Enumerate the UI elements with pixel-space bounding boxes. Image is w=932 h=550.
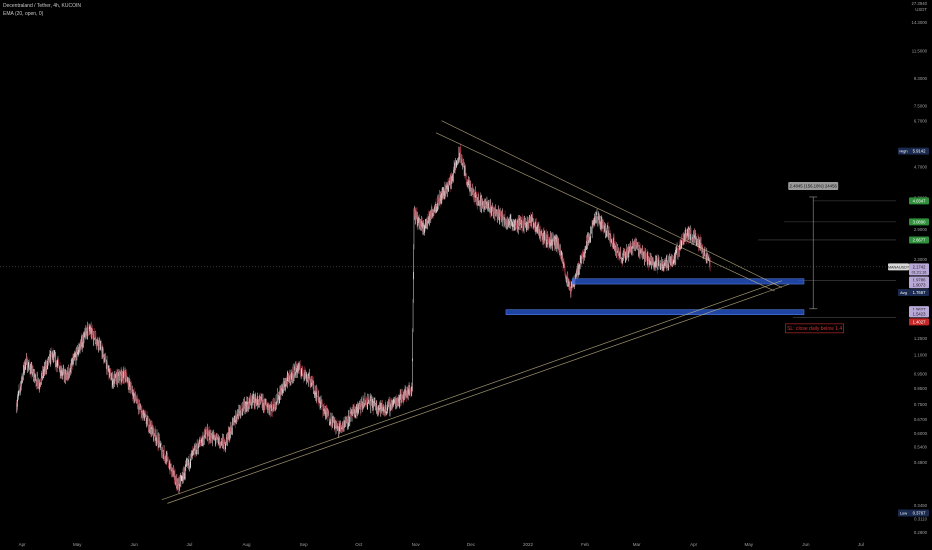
x-tick-label: Jun bbox=[802, 542, 810, 547]
y-tick-label: 0.5400 bbox=[914, 445, 928, 450]
x-tick-label: Apr bbox=[19, 542, 27, 547]
x-tick-label: Jul bbox=[187, 542, 193, 547]
price-badge bbox=[909, 318, 929, 326]
price-badge-label: 4.0347 bbox=[913, 198, 926, 203]
price-badge bbox=[909, 147, 929, 155]
y-tick-label: 0.8500 bbox=[914, 386, 928, 391]
x-tick-label: May bbox=[745, 542, 754, 547]
price-badge bbox=[909, 197, 929, 205]
x-tick-label: Sep bbox=[300, 542, 309, 547]
y-tick-label: 1.1000 bbox=[914, 353, 928, 358]
y-tick-label: 14.3000 bbox=[911, 20, 927, 25]
price-badge-label: 3.0890 bbox=[913, 219, 926, 224]
x-tick-label: Oct bbox=[355, 542, 363, 547]
x-tick-label: Nov bbox=[412, 542, 421, 547]
upper-descending-1 bbox=[441, 120, 783, 288]
y-tick-label: 0.4800 bbox=[914, 460, 928, 465]
price-badge-label: 1.5423 bbox=[913, 311, 926, 316]
price-badge-label: 1.9786 bbox=[913, 278, 926, 283]
symbol-tag-box bbox=[888, 263, 909, 271]
x-tick-label: May bbox=[73, 542, 82, 547]
y-tick-label: 2.3000 bbox=[914, 257, 928, 262]
y-tick-label: 0.3110 bbox=[914, 516, 927, 521]
y-tick-label: 0.7500 bbox=[914, 402, 928, 407]
lower-ascending-1 bbox=[161, 280, 783, 501]
x-tick-label: Mar bbox=[633, 542, 641, 547]
price-tag-box bbox=[898, 509, 909, 517]
chart-legend: Decentraland / Tether, 4h, KUCOIN EMA (2… bbox=[3, 2, 81, 18]
drawings-layer[interactable]: 2.4845 (156.18%) 24456 SL: close daily be… bbox=[161, 120, 844, 504]
x-tick-label: Aug bbox=[243, 542, 252, 547]
price-badge bbox=[909, 310, 929, 318]
stop-annotation: SL: close daily below 1.4 bbox=[787, 326, 842, 332]
price-tag-label: High bbox=[899, 149, 907, 154]
price-tag-label: Avg bbox=[900, 290, 907, 295]
symbol-tag-label: MANAUSDT bbox=[888, 265, 910, 269]
price-badge bbox=[909, 236, 929, 244]
price-badge-sub: 01:21:16 bbox=[912, 271, 927, 275]
y-tick-label: 4.7000 bbox=[914, 164, 928, 169]
y-tick-label: 1.2500 bbox=[914, 336, 928, 341]
price-badge-label: 5.9142 bbox=[913, 149, 926, 154]
x-tick-label: 2022 bbox=[523, 542, 534, 547]
y-tick-label: 0.2800 bbox=[914, 530, 928, 535]
y-tick-label: 0.6000 bbox=[914, 431, 928, 436]
candles-layer bbox=[16, 143, 711, 495]
y-tick-label: 7.5000 bbox=[914, 104, 928, 109]
axis-top-label: 27.3940 bbox=[911, 1, 927, 6]
price-badge bbox=[909, 509, 929, 517]
x-tick-label: Jul bbox=[858, 542, 864, 547]
symbol-title: Decentraland / Tether, 4h, KUCOIN bbox=[3, 3, 82, 9]
price-badge bbox=[909, 281, 929, 289]
support-zone-upper bbox=[571, 278, 805, 285]
measure-label: 2.4845 (156.18%) 24456 bbox=[790, 184, 838, 189]
price-badge-label: 1.4027 bbox=[913, 319, 926, 324]
lower-ascending-2 bbox=[167, 283, 790, 504]
price-tag-label: Low bbox=[900, 511, 907, 516]
y-tick-label: 9.3000 bbox=[914, 76, 928, 81]
price-badge-label: 1.9073 bbox=[913, 282, 926, 287]
price-badge-label: 1.5627 bbox=[913, 307, 926, 312]
price-axis[interactable]: 14.300011.50009.30007.50006.70005.30004.… bbox=[888, 1, 929, 535]
y-tick-label: 0.9500 bbox=[914, 372, 928, 377]
price-tag-box bbox=[898, 147, 909, 155]
indicator-label: EMA (20, open, 0) bbox=[3, 11, 44, 17]
time-axis[interactable]: Apr May Jun Jul Aug Sep Oct Nov Dec 2022 Feb Mar Apr… bbox=[19, 542, 864, 547]
hline-layer bbox=[0, 200, 896, 318]
y-tick-label: 0.3450 bbox=[914, 503, 928, 508]
stop-annotation-box bbox=[785, 323, 844, 334]
axis-top-label: USDT bbox=[915, 7, 927, 12]
support-zone-lower bbox=[505, 309, 805, 315]
price-badge-label: 2.6677 bbox=[913, 238, 926, 243]
x-tick-label: Jun bbox=[131, 542, 139, 547]
price-badge bbox=[909, 289, 929, 297]
y-tick-label: 11.5000 bbox=[912, 48, 928, 53]
y-tick-label: 0.6700 bbox=[914, 417, 928, 422]
measure-label-box bbox=[788, 181, 839, 190]
price-badge bbox=[909, 263, 929, 276]
y-tick-label: 2.9000 bbox=[914, 227, 928, 232]
price-tag-box bbox=[898, 289, 909, 297]
upper-descending-2 bbox=[435, 132, 775, 292]
x-tick-label: Apr bbox=[690, 542, 698, 547]
price-badge-label: 1.7667 bbox=[913, 290, 926, 295]
price-badge bbox=[909, 218, 929, 226]
x-tick-label: Feb bbox=[581, 542, 589, 547]
y-tick-label: 6.7000 bbox=[914, 118, 928, 123]
price-badge-label: 2.1742 bbox=[913, 264, 926, 269]
x-tick-label: Dec bbox=[467, 542, 476, 547]
price-badge-label: 0.3767 bbox=[913, 511, 926, 516]
